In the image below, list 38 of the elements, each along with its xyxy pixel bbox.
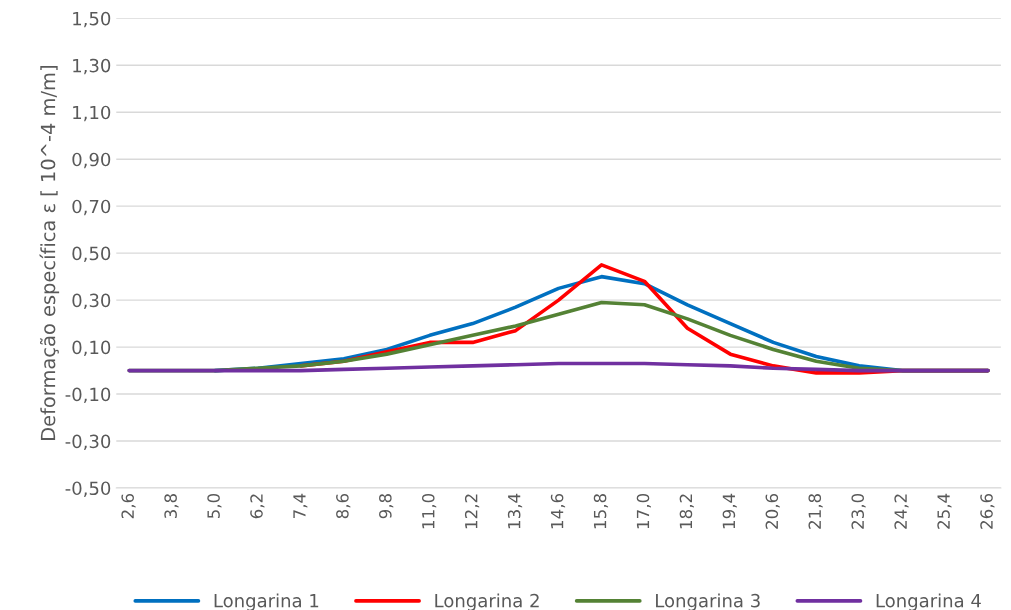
x-tick-label: 13,4 [507, 493, 523, 529]
x-tick-label: 24,2 [894, 494, 909, 529]
x-tick-label: 20,6 [765, 493, 780, 529]
x-tick-label: 8,6 [336, 493, 351, 519]
x-tick-label: 21,8 [808, 494, 823, 529]
x-tick-label: 6,2 [250, 494, 265, 519]
x-tick-label: 23,0 [851, 493, 866, 529]
legend-label: Longarina 1 [214, 593, 319, 610]
y-tick-label: 1,50 [73, 11, 111, 28]
x-tick-label: 2,6 [121, 493, 136, 519]
y-tick-label: 0,30 [72, 293, 111, 310]
x-tick-label: 9,8 [379, 494, 394, 519]
x-tick-label: 12,2 [464, 494, 480, 529]
line-series [127, 361, 990, 373]
x-tick-label: 7,4 [293, 493, 308, 518]
x-tick-label: 26,6 [980, 493, 995, 529]
x-tick-label: 5,0 [207, 493, 222, 519]
y-tick-label: 1,30 [73, 58, 111, 75]
y-tick-label: -0,10 [65, 387, 111, 404]
y-tick-label: 0,70 [72, 199, 111, 216]
y-tick-label: 0,90 [72, 152, 111, 169]
x-tick-label: 3,8 [164, 494, 179, 519]
legend-label: Longarina 3 [656, 593, 760, 610]
x-tick-label: 19,4 [722, 493, 737, 529]
y-tick-label: -0,30 [65, 434, 111, 450]
legend-label: Longarina 2 [435, 593, 539, 610]
y-axis-title: Deformação específica ε [ 10^-4 m/m] [39, 66, 60, 440]
y-tick-label: 1,10 [73, 105, 111, 122]
x-tick-label: 15,8 [593, 494, 609, 529]
x-tick-label: 14,6 [550, 493, 566, 529]
y-tick-label: -0,50 [65, 481, 111, 497]
x-tick-label: 18,2 [679, 494, 694, 529]
x-tick-label: 25,4 [937, 493, 952, 529]
y-tick-label: 0,50 [72, 246, 111, 263]
x-tick-label: 11,0 [421, 493, 437, 529]
x-tick-label: 17,0 [636, 493, 651, 529]
y-tick-label: 0,10 [72, 340, 111, 357]
legend-label: Longarina 4 [876, 593, 981, 610]
